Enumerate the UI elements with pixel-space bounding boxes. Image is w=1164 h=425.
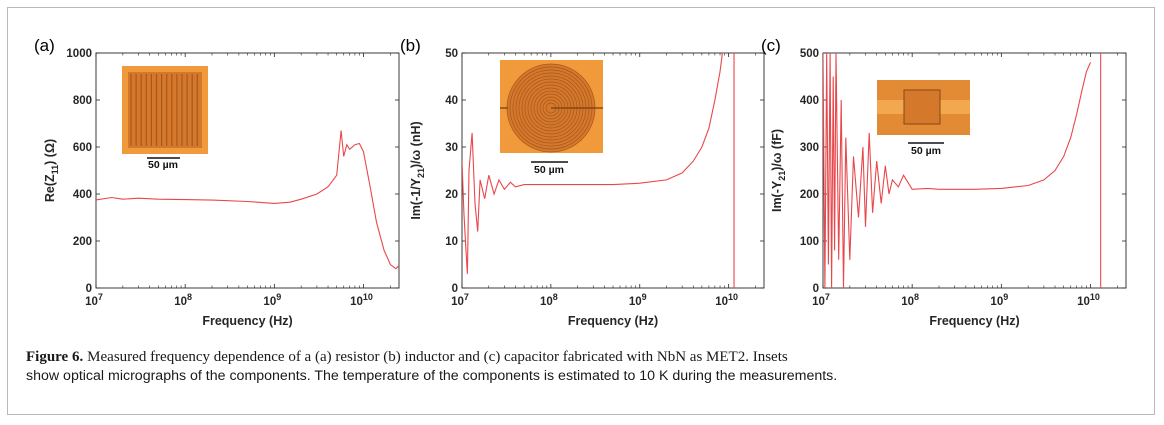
- series-line: [823, 53, 1092, 288]
- y-tick-label: 0: [452, 283, 458, 295]
- y-tick-label: 40: [445, 95, 458, 107]
- y-tick-label: 1000: [66, 48, 92, 60]
- x-tick-label: 1010: [1077, 292, 1100, 308]
- panel-label: (b): [400, 36, 421, 55]
- inset-scale-label: 50 µm: [911, 145, 941, 157]
- x-tick-label: 108: [901, 292, 919, 308]
- x-tick-label: 108: [540, 292, 558, 308]
- y-tick-label: 500: [800, 48, 819, 60]
- chart-panel-2: 0 10 20 30 40 50 107 108 109 1010 Frequency (Hz) Im…: [400, 36, 765, 328]
- y-tick-label: 300: [800, 142, 819, 154]
- x-tick-label: 107: [451, 292, 469, 308]
- caption-label: Figure 6.: [26, 349, 84, 365]
- panel-label: (a): [34, 36, 55, 55]
- y-axis-label: Im(-Y21)/ω (fF): [770, 129, 787, 212]
- y-tick-label: 600: [73, 142, 92, 154]
- y-tick-label: 30: [445, 142, 458, 154]
- plot-area: [822, 52, 1127, 289]
- y-axis-label: Re(Z11) (Ω): [43, 139, 60, 202]
- y-axis-label: Im(-1/Y21)/ω (nH): [409, 121, 426, 219]
- y-tick-label: 0: [813, 283, 819, 295]
- x-tick-label: 107: [85, 292, 103, 308]
- series-line: [462, 53, 725, 274]
- y-tick-label: 100: [800, 236, 819, 248]
- caption-line1: Measured frequency dependence of a (a) r…: [87, 349, 788, 365]
- chart-panel-1: 0 200 400 600 800 1000 107 108 109 1010 Frequency …: [34, 36, 400, 328]
- inset-scale-label: 50 µm: [534, 164, 564, 176]
- x-tick-label: 109: [990, 292, 1008, 308]
- series-line: [96, 130, 399, 270]
- figure-frame: [7, 7, 1155, 415]
- y-tick-label: 200: [800, 189, 819, 201]
- y-tick-label: 20: [445, 189, 458, 201]
- caption-line2: show optical micrographs of the componen…: [26, 368, 838, 384]
- x-axis-label: Frequency (Hz): [568, 314, 658, 328]
- y-tick-label: 10: [445, 236, 458, 248]
- y-tick-label: 50: [445, 48, 458, 60]
- y-tick-label: 400: [73, 189, 92, 201]
- x-tick-label: 1010: [715, 292, 738, 308]
- y-tick-label: 200: [73, 236, 92, 248]
- panel-label: (c): [761, 36, 781, 55]
- x-axis-label: Frequency (Hz): [202, 314, 292, 328]
- x-axis-label: Frequency (Hz): [929, 314, 1019, 328]
- y-tick-label: 800: [73, 95, 92, 107]
- inset-capacitor-plate: [903, 89, 941, 125]
- x-tick-label: 107: [812, 292, 830, 308]
- chart-panel-3: 0 100 200 300 400 500 107 108 109 1010 Frequency (…: [761, 36, 1127, 328]
- y-tick-label: 0: [86, 283, 92, 295]
- inset-scale-label: 50 µm: [148, 159, 178, 171]
- x-tick-label: 109: [629, 292, 647, 308]
- x-tick-label: 1010: [350, 292, 373, 308]
- figure-caption: Figure 6. Measured frequency dependence …: [26, 348, 1146, 386]
- x-tick-label: 108: [174, 292, 192, 308]
- inset-resistor-body: [128, 72, 202, 148]
- x-tick-label: 109: [263, 292, 281, 308]
- y-tick-label: 400: [800, 95, 819, 107]
